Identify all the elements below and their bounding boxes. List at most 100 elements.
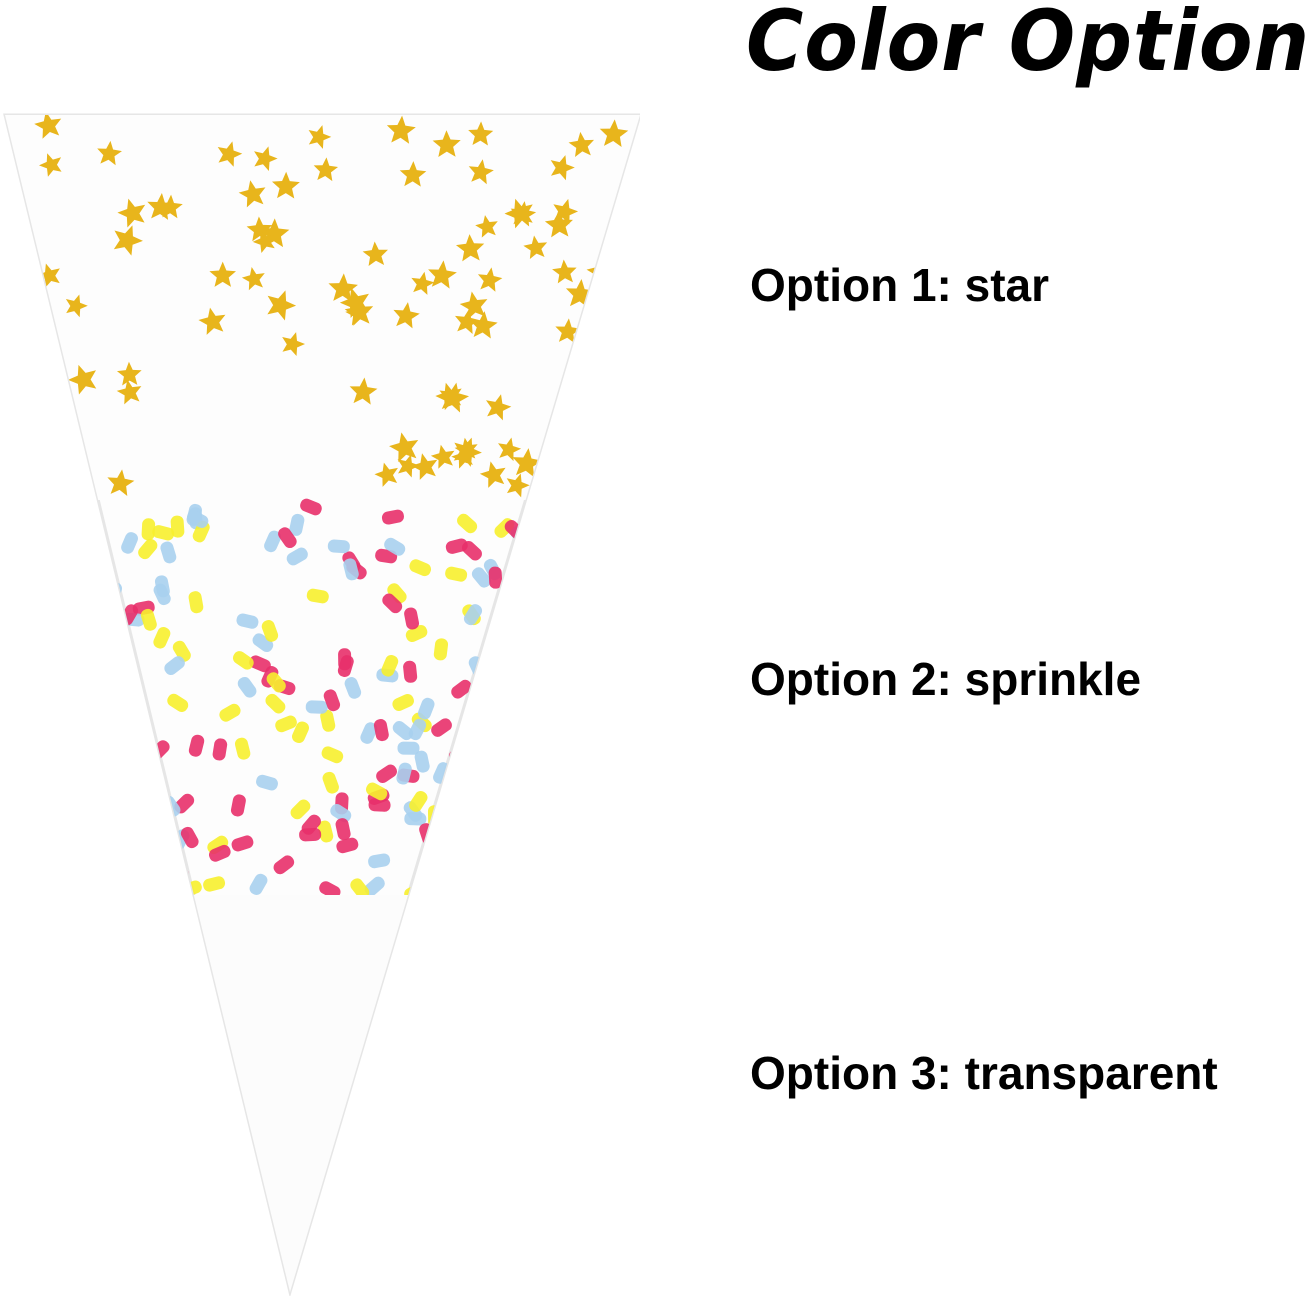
sprinkle-shape — [152, 525, 175, 541]
sprinkle-shape — [231, 835, 254, 852]
sprinkle-shape — [209, 844, 231, 862]
sprinkle-shape — [107, 652, 124, 675]
star-icon — [397, 454, 420, 478]
sprinkle-shape — [153, 583, 171, 606]
star-icon — [20, 395, 49, 423]
sprinkle-shape — [396, 762, 412, 785]
sprinkle-shape — [265, 693, 286, 714]
sprinkle-shape — [477, 749, 495, 772]
sprinkle-shape — [457, 513, 478, 534]
sprinkle-shape — [187, 510, 209, 528]
sprinkle-shape — [518, 769, 538, 790]
star-icon — [107, 469, 135, 496]
sprinkle-shape — [418, 697, 435, 720]
star-icon — [563, 415, 589, 441]
star-icon — [568, 131, 595, 157]
sprinkle-shape — [305, 700, 328, 714]
sprinkle-shape — [323, 689, 341, 712]
star-icon — [572, 406, 601, 434]
sprinkle-shape — [404, 812, 427, 826]
sprinkle-shape — [317, 820, 334, 843]
star-icon — [469, 311, 498, 339]
star-icon — [209, 261, 236, 287]
star-icon — [116, 379, 142, 405]
sprinkle-shape — [521, 617, 541, 638]
sprinkle-shape — [101, 826, 123, 844]
sprinkle-shape — [527, 671, 542, 694]
sprinkle-shape — [527, 513, 550, 530]
star-icon — [308, 125, 332, 149]
sprinkle-shape — [445, 538, 468, 554]
star-pattern-section — [5, 115, 640, 500]
star-icon — [598, 313, 626, 341]
sprinkle-shape — [292, 721, 309, 744]
sprinkle-shape — [160, 541, 177, 564]
star-icon — [5, 161, 12, 187]
sprinkle-shape — [337, 655, 354, 677]
sprinkle-shape — [463, 604, 483, 626]
sprinkle-shape — [384, 537, 406, 556]
sprinkle-shape — [507, 876, 530, 891]
star-icon — [411, 271, 435, 295]
sprinkle-shape — [475, 874, 495, 895]
star-icon — [198, 307, 226, 335]
sprinkle-shape — [170, 515, 185, 538]
star-icon — [17, 339, 42, 363]
sprinkle-shape — [350, 878, 370, 899]
sprinkle-shape — [249, 655, 271, 673]
sprinkle-shape — [120, 882, 134, 905]
sprinkle-shape — [335, 818, 351, 841]
sprinkle-shape — [414, 750, 430, 773]
sprinkle-shape — [409, 559, 432, 577]
star-icon — [552, 428, 582, 459]
sprinkle-shape — [232, 651, 254, 670]
star-icon — [113, 225, 143, 256]
sprinkle-shape — [444, 823, 467, 838]
sprinkle-shape — [141, 518, 156, 541]
sprinkle-shape — [289, 513, 305, 536]
star-icon — [254, 146, 278, 171]
sprinkle-shape — [504, 720, 523, 742]
star-icon — [399, 161, 427, 187]
star-icon — [147, 193, 175, 220]
sprinkle-shape — [381, 654, 399, 677]
star-icon — [37, 263, 60, 288]
sprinkle-shape — [496, 762, 516, 783]
star-icon — [468, 121, 494, 146]
sprinkle-shape — [366, 782, 388, 801]
star-icon — [475, 215, 498, 238]
star-icon — [552, 259, 577, 284]
star-icon — [267, 290, 297, 321]
star-icon — [238, 180, 266, 208]
option-transparent-label: Option 3: transparent — [750, 1047, 1218, 1099]
star-icon — [38, 153, 62, 177]
sprinkle-shape — [373, 719, 389, 742]
page-title: Color Options — [746, 0, 1310, 90]
star-icon — [504, 198, 533, 229]
star-icon — [5, 452, 12, 478]
sprinkle-shape — [320, 709, 336, 732]
sprinkle-shape — [203, 876, 226, 892]
sprinkle-shape — [508, 620, 531, 635]
sprinkle-shape — [408, 718, 427, 741]
sprinkle-shape — [164, 656, 185, 676]
sprinkle-shape — [167, 693, 189, 713]
sprinkle-shape — [382, 593, 403, 614]
sprinkle-shape — [368, 798, 391, 812]
sprinkle-shape — [327, 539, 350, 554]
sprinkle-shape — [344, 677, 362, 699]
sprinkle-shape — [505, 721, 523, 744]
sprinkle-shape — [212, 738, 228, 761]
sprinkle-shape — [266, 672, 286, 693]
sprinkle-shape — [249, 873, 268, 895]
sprinkle-shape — [256, 774, 278, 791]
sprinkle-shape — [300, 498, 322, 516]
sprinkle-shape — [105, 889, 126, 909]
sprinkle-shape — [275, 715, 297, 733]
sprinkle-shape — [488, 566, 503, 589]
star-icon — [459, 291, 488, 320]
star-icon — [428, 260, 457, 289]
sprinkle-shape — [290, 799, 311, 820]
star-icon — [623, 266, 640, 295]
sprinkle-shape — [452, 817, 473, 837]
